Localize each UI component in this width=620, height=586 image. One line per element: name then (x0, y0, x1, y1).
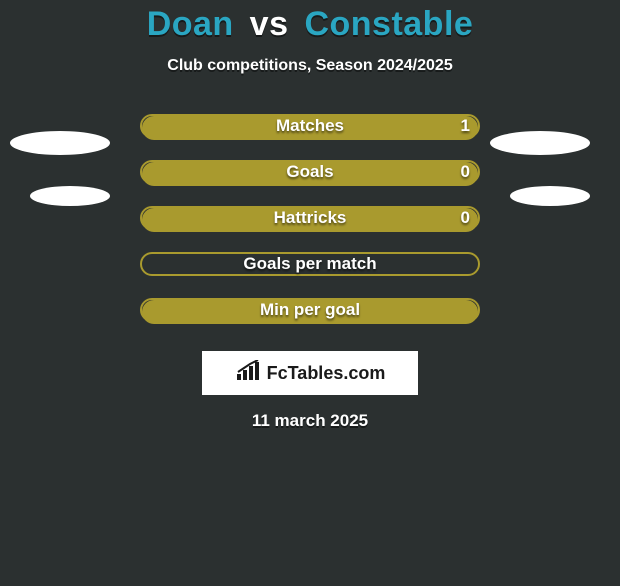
decorative-ellipse (490, 131, 590, 155)
comparison-title: Doan vs Constable (0, 6, 620, 43)
stat-fill-right (308, 116, 478, 140)
stat-value-right: 0 (461, 149, 470, 195)
stat-fill-left (142, 208, 312, 232)
stat-track (140, 252, 480, 276)
stat-fill-right (308, 300, 478, 324)
stat-value-right: 1 (461, 103, 470, 149)
brand-text: FcTables.com (267, 363, 386, 384)
stat-fill-right (308, 208, 478, 232)
stat-row: Goals per match (0, 241, 620, 287)
date-label: 11 march 2025 (0, 411, 620, 431)
stat-value-right: 0 (461, 195, 470, 241)
stat-track (140, 298, 480, 322)
stat-fill-left (142, 116, 312, 140)
player1-name: Doan (147, 5, 234, 43)
stat-fill-left (142, 300, 312, 324)
stat-row: Min per goal (0, 287, 620, 333)
stat-track (140, 160, 480, 184)
player2-name: Constable (304, 5, 473, 43)
stat-track (140, 206, 480, 230)
vs-label: vs (250, 5, 289, 43)
stat-fill-right (308, 162, 478, 186)
decorative-ellipse (510, 186, 590, 206)
stat-fill-left (142, 162, 312, 186)
subtitle: Club competitions, Season 2024/2025 (0, 57, 620, 75)
decorative-ellipse (10, 131, 110, 155)
bar-chart-icon (235, 360, 261, 387)
stat-track (140, 114, 480, 138)
decorative-ellipse (30, 186, 110, 206)
brand-box: FcTables.com (202, 351, 418, 395)
